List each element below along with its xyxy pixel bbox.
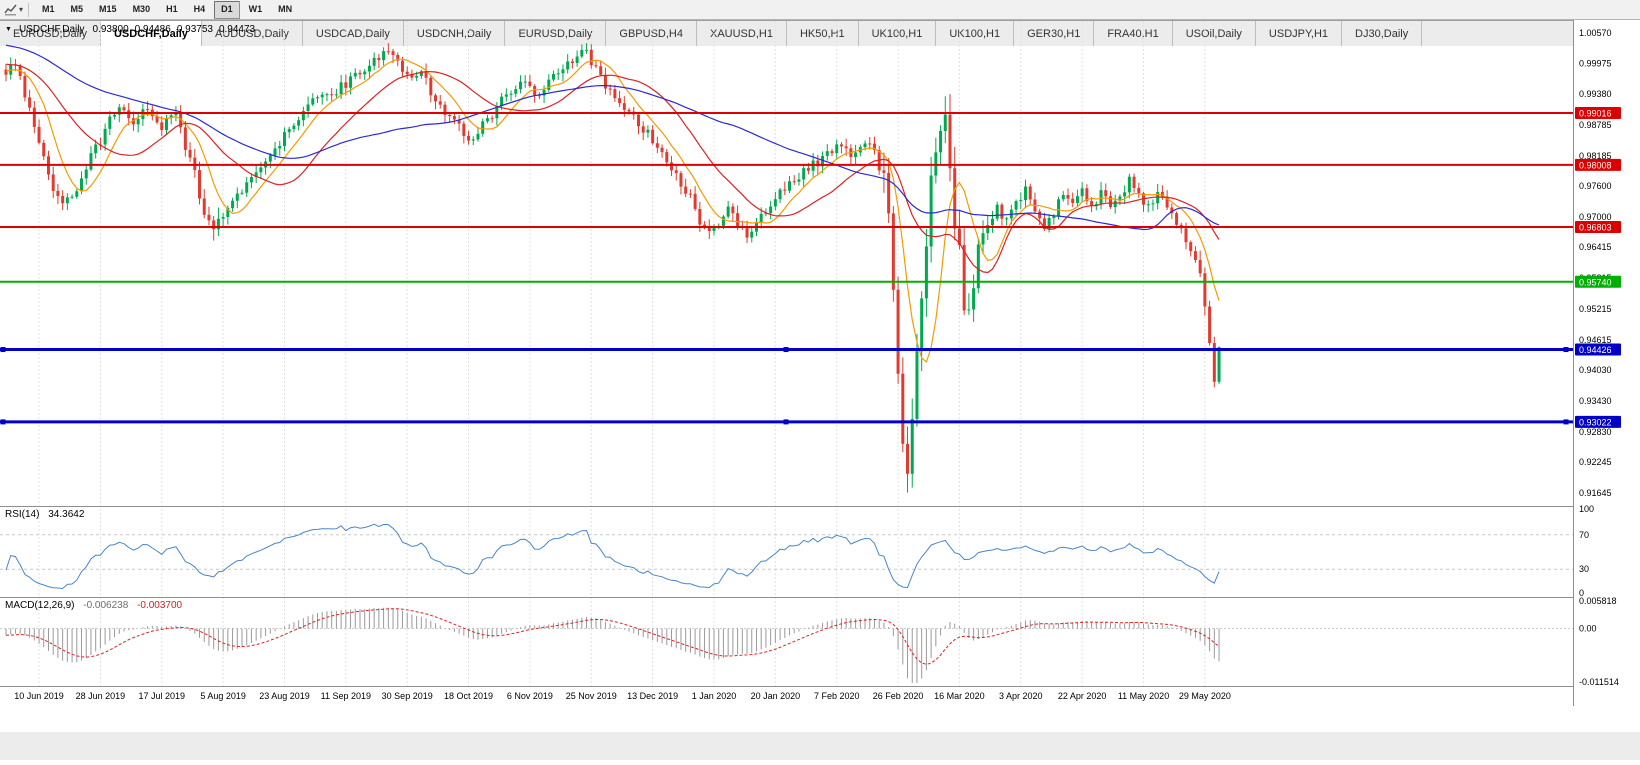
rsi-line — [6, 524, 1219, 588]
ohlc-low: 0.93753 — [177, 24, 213, 35]
grid — [39, 21, 1205, 686]
date-axis-label: 23 Aug 2019 — [259, 691, 310, 701]
rsi-panel — [0, 524, 1573, 588]
horizontal-lines — [0, 113, 1573, 424]
macd-signal-line — [6, 609, 1219, 665]
date-axis-label: 29 May 2020 — [1179, 691, 1231, 701]
macd-axis-label: -0.011514 — [1579, 677, 1619, 687]
hline-handle[interactable] — [1, 419, 6, 424]
date-axis-label: 28 Jun 2019 — [76, 691, 126, 701]
hline-handle[interactable] — [1564, 347, 1569, 352]
date-axis-label: 22 Apr 2020 — [1058, 691, 1107, 701]
date-axis-label: 20 Jan 2020 — [751, 691, 801, 701]
price-badge-label: 0.94426 — [1579, 345, 1612, 355]
date-axis-label: 16 Mar 2020 — [934, 691, 985, 701]
hline-handle[interactable] — [784, 419, 789, 424]
rsi-axis-label: 100 — [1579, 504, 1594, 514]
price-axis-label: 0.97000 — [1579, 212, 1612, 222]
macd-signal-value: -0.003700 — [137, 600, 182, 611]
rsi-header: RSI(14) 34.3642 — [5, 509, 90, 520]
ma-line-55 — [6, 45, 1219, 229]
price-badge-label: 0.95740 — [1579, 277, 1612, 287]
price-axis-label: 0.94615 — [1579, 335, 1612, 345]
collapse-icon[interactable]: ▼ — [5, 26, 12, 33]
hline-handle[interactable] — [1, 347, 6, 352]
date-axis-label: 11 Sep 2019 — [321, 691, 371, 701]
date-axis-label: 13 Dec 2019 — [627, 691, 678, 701]
chart-symbol-period: USDCHF,Daily — [19, 24, 85, 35]
price-axis-label: 0.98785 — [1579, 120, 1612, 130]
date-axis-label: 18 Oct 2019 — [444, 691, 493, 701]
macd-axis-label: 0.005818 — [1579, 596, 1617, 606]
price-badge-label: 0.96803 — [1579, 223, 1612, 233]
panel-separators — [0, 507, 1640, 687]
price-axis-label: 0.99975 — [1579, 59, 1612, 69]
price-badge-label: 0.93022 — [1579, 417, 1612, 427]
price-axis-label: 0.91645 — [1579, 488, 1612, 498]
date-axis-label: 25 Nov 2019 — [566, 691, 617, 701]
macd-panel — [0, 608, 1573, 683]
chart-title: ▼ USDCHF,Daily 0.93800 0.94486 0.93753 0… — [5, 24, 261, 35]
rsi-label: RSI(14) — [5, 509, 39, 520]
rsi-value: 34.3642 — [48, 509, 84, 520]
date-axis-label: 1 Jan 2020 — [692, 691, 737, 701]
ohlc-open: 0.93800 — [93, 24, 129, 35]
date-axis-label: 17 Jul 2019 — [138, 691, 185, 701]
price-axis[interactable]: 1.005700.999750.993800.987850.981850.976… — [1574, 20, 1640, 706]
price-badge-label: 0.99016 — [1579, 108, 1612, 118]
macd-main-value: -0.006238 — [83, 600, 128, 611]
ohlc-close: 0.94473 — [219, 24, 255, 35]
date-axis[interactable]: 10 Jun 2019 28 Jun 2019 17 Jul 2019 5 Aug 2… — [14, 691, 1231, 701]
bottom-strip — [0, 732, 1640, 760]
rsi-axis-label: 30 — [1579, 564, 1589, 574]
price-badge-label: 0.98008 — [1579, 160, 1612, 170]
candles — [5, 43, 1221, 492]
date-axis-label: 11 May 2020 — [1118, 691, 1169, 701]
price-axis-label: 0.97600 — [1579, 181, 1612, 191]
date-axis-label: 30 Sep 2019 — [382, 691, 433, 701]
macd-axis-label: 0.00 — [1579, 624, 1597, 634]
price-axis-label: 0.92830 — [1579, 427, 1612, 437]
rsi-axis-label: 70 — [1579, 530, 1589, 540]
macd-label: MACD(12,26,9) — [5, 600, 74, 611]
price-axis-label: 0.94030 — [1579, 365, 1612, 375]
date-axis-label: 7 Feb 2020 — [814, 691, 860, 701]
ma-line-21 — [6, 64, 1219, 272]
date-axis-label: 10 Jun 2019 — [14, 691, 64, 701]
date-axis-label: 6 Nov 2019 — [507, 691, 553, 701]
date-axis-label: 26 Feb 2020 — [873, 691, 924, 701]
date-axis-label: 5 Aug 2019 — [200, 691, 246, 701]
price-axis-label: 0.92245 — [1579, 457, 1612, 467]
price-axis-label: 0.96415 — [1579, 242, 1612, 252]
ma-line-8 — [6, 59, 1219, 362]
price-axis-label: 0.95215 — [1579, 304, 1612, 314]
ohlc-high: 0.94486 — [135, 24, 171, 35]
hline-handle[interactable] — [1564, 419, 1569, 424]
moving-averages — [6, 45, 1219, 362]
date-axis-label: 3 Apr 2020 — [999, 691, 1043, 701]
price-axis-label: 0.93430 — [1579, 396, 1612, 406]
macd-header: MACD(12,26,9) -0.006238 -0.003700 — [5, 600, 188, 611]
price-axis-label: 0.99380 — [1579, 89, 1612, 99]
hline-handle[interactable] — [784, 347, 789, 352]
price-axis-label: 1.00570 — [1579, 28, 1612, 38]
